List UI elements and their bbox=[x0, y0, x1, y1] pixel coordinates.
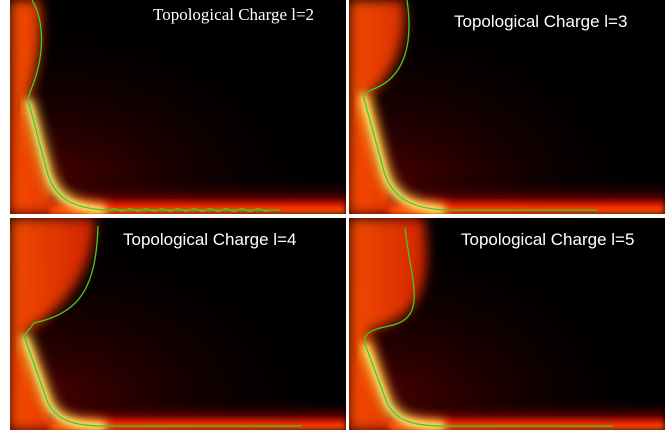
panel-l4: Topological Charge l=4 bbox=[10, 218, 346, 430]
panel-label: Topological Charge l=5 bbox=[461, 230, 635, 249]
panel-label: Topological Charge l=2 bbox=[153, 5, 315, 24]
plasma-plot-l2 bbox=[10, 0, 346, 214]
plasma-plot-l3 bbox=[349, 0, 665, 214]
plasma-plot-l5 bbox=[349, 218, 665, 430]
panel-label: Topological Charge l=4 bbox=[123, 230, 297, 249]
panel-l2: Topological Charge l=2 bbox=[10, 0, 346, 214]
panel-l3: Topological Charge l=3 bbox=[349, 0, 665, 214]
panel-l5: Topological Charge l=5 bbox=[349, 218, 665, 430]
plasma-plot-l4 bbox=[10, 218, 346, 430]
panel-label: Topological Charge l=3 bbox=[454, 12, 628, 31]
